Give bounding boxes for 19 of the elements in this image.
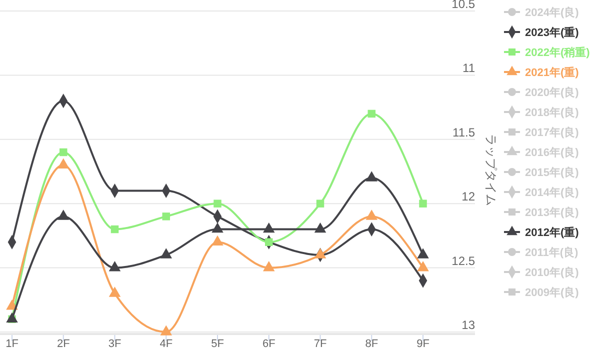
y-tick-label: 12 xyxy=(462,190,476,204)
legend-label: 2021年(重) xyxy=(525,66,580,79)
x-tick-label: 1F xyxy=(6,338,19,348)
x-tick-label: 3F xyxy=(108,338,122,348)
y-tick-label: 12.5 xyxy=(452,254,476,268)
y-tick-label: 11.5 xyxy=(452,125,476,140)
legend-label: 2023年(重) xyxy=(525,26,580,39)
x-tick-label: 2F xyxy=(56,338,70,348)
x-tick-label: 6F xyxy=(262,338,276,348)
x-tick-label: 4F xyxy=(160,338,173,348)
y-tick-label: 11 xyxy=(462,61,476,76)
x-tick-label: 9F xyxy=(416,338,430,348)
y-tick-label: 13 xyxy=(462,318,476,332)
x-tick-label: 8F xyxy=(365,338,378,348)
y-axis-title: ラップタイム xyxy=(484,134,498,206)
x-tick-label: 5F xyxy=(211,338,224,348)
x-tick-label: 7F xyxy=(314,338,327,348)
legend-label: 2012年(重) xyxy=(525,226,580,239)
legend-label: 2022年(稍重) xyxy=(525,46,590,59)
